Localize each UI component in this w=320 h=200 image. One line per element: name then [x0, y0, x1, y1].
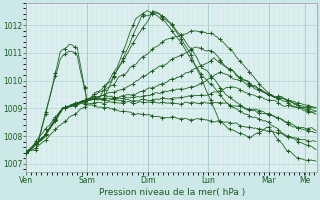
X-axis label: Pression niveau de la mer( hPa ): Pression niveau de la mer( hPa )	[99, 188, 245, 197]
